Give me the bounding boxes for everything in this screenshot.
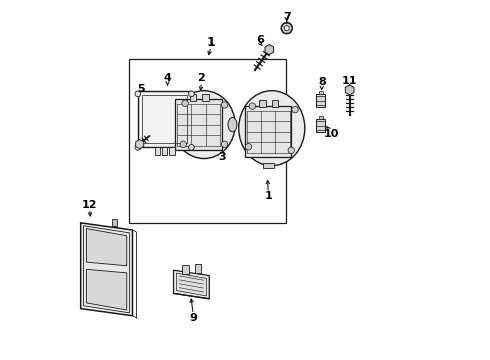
Bar <box>162 147 168 155</box>
Bar <box>319 91 322 94</box>
Circle shape <box>281 22 293 34</box>
Text: 6: 6 <box>256 35 264 45</box>
Text: 3: 3 <box>218 152 225 162</box>
Bar <box>272 99 278 107</box>
Bar <box>129 59 286 223</box>
Polygon shape <box>86 229 127 266</box>
Bar <box>142 95 187 143</box>
Circle shape <box>245 144 252 150</box>
Circle shape <box>221 102 228 108</box>
Circle shape <box>135 91 141 97</box>
Bar <box>138 91 192 147</box>
Bar <box>190 94 196 102</box>
Bar <box>155 147 160 155</box>
Circle shape <box>180 141 186 148</box>
Text: 9: 9 <box>189 312 197 323</box>
Text: 11: 11 <box>342 76 357 86</box>
Bar <box>319 116 322 120</box>
Bar <box>316 120 325 132</box>
Polygon shape <box>345 85 354 95</box>
Polygon shape <box>176 273 206 296</box>
Circle shape <box>292 107 298 113</box>
Text: 5: 5 <box>137 84 145 94</box>
Bar <box>259 99 266 107</box>
Polygon shape <box>81 223 132 316</box>
Bar <box>202 94 209 102</box>
Circle shape <box>249 103 255 109</box>
Polygon shape <box>195 264 201 273</box>
Bar <box>316 94 325 107</box>
Bar <box>175 99 222 150</box>
Ellipse shape <box>172 91 235 158</box>
Polygon shape <box>86 269 127 310</box>
Text: 8: 8 <box>318 77 326 87</box>
Circle shape <box>284 26 289 31</box>
Bar <box>169 147 174 155</box>
Circle shape <box>135 145 141 150</box>
Circle shape <box>189 91 194 97</box>
Text: 1: 1 <box>207 36 216 49</box>
Polygon shape <box>265 45 273 55</box>
Ellipse shape <box>228 117 237 132</box>
Polygon shape <box>182 265 189 274</box>
Text: 4: 4 <box>164 73 171 83</box>
Text: 1: 1 <box>264 191 272 201</box>
Circle shape <box>288 147 294 153</box>
Polygon shape <box>173 270 209 299</box>
Polygon shape <box>136 139 144 149</box>
Text: 12: 12 <box>82 200 98 210</box>
Text: 10: 10 <box>324 129 340 139</box>
Circle shape <box>182 100 188 107</box>
Ellipse shape <box>239 91 305 166</box>
Bar <box>112 219 117 226</box>
Bar <box>245 106 292 157</box>
Polygon shape <box>83 226 130 313</box>
Text: 7: 7 <box>283 13 291 22</box>
Circle shape <box>189 145 194 150</box>
Text: 2: 2 <box>197 73 205 83</box>
Circle shape <box>221 141 228 148</box>
Bar <box>263 163 273 168</box>
